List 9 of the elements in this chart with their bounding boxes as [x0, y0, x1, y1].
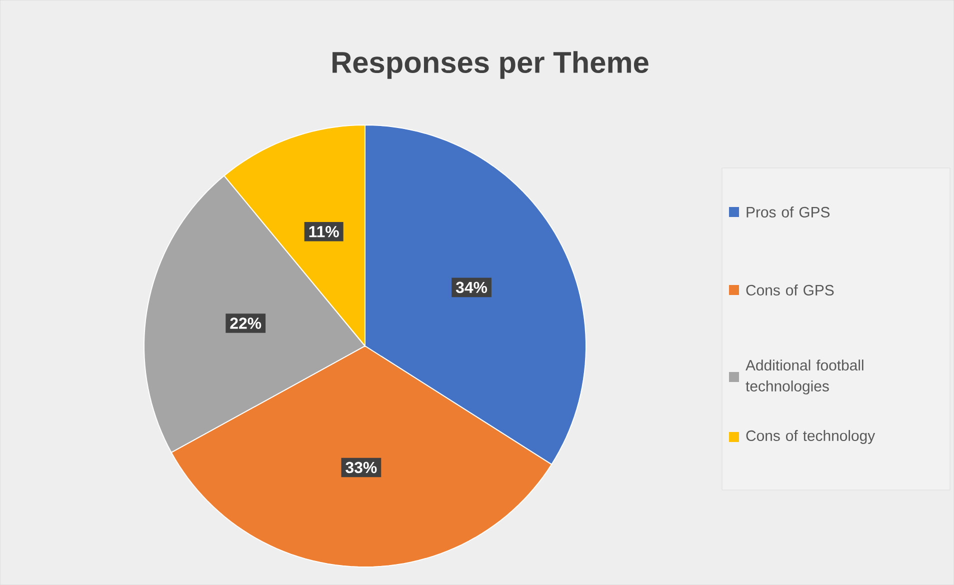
data-label: 22%	[230, 318, 262, 329]
chart-title: Responses per Theme	[332, 51, 648, 79]
legend-label: Cons of technology	[746, 430, 876, 444]
data-label: 11%	[309, 226, 339, 238]
legend-label: Cons of GPS	[746, 284, 834, 296]
data-label: 33%	[346, 462, 377, 474]
legend-label: Additional football technologies	[746, 360, 864, 394]
data-label: 34%	[456, 282, 488, 294]
legend-label: Pros of GPS	[746, 206, 830, 218]
